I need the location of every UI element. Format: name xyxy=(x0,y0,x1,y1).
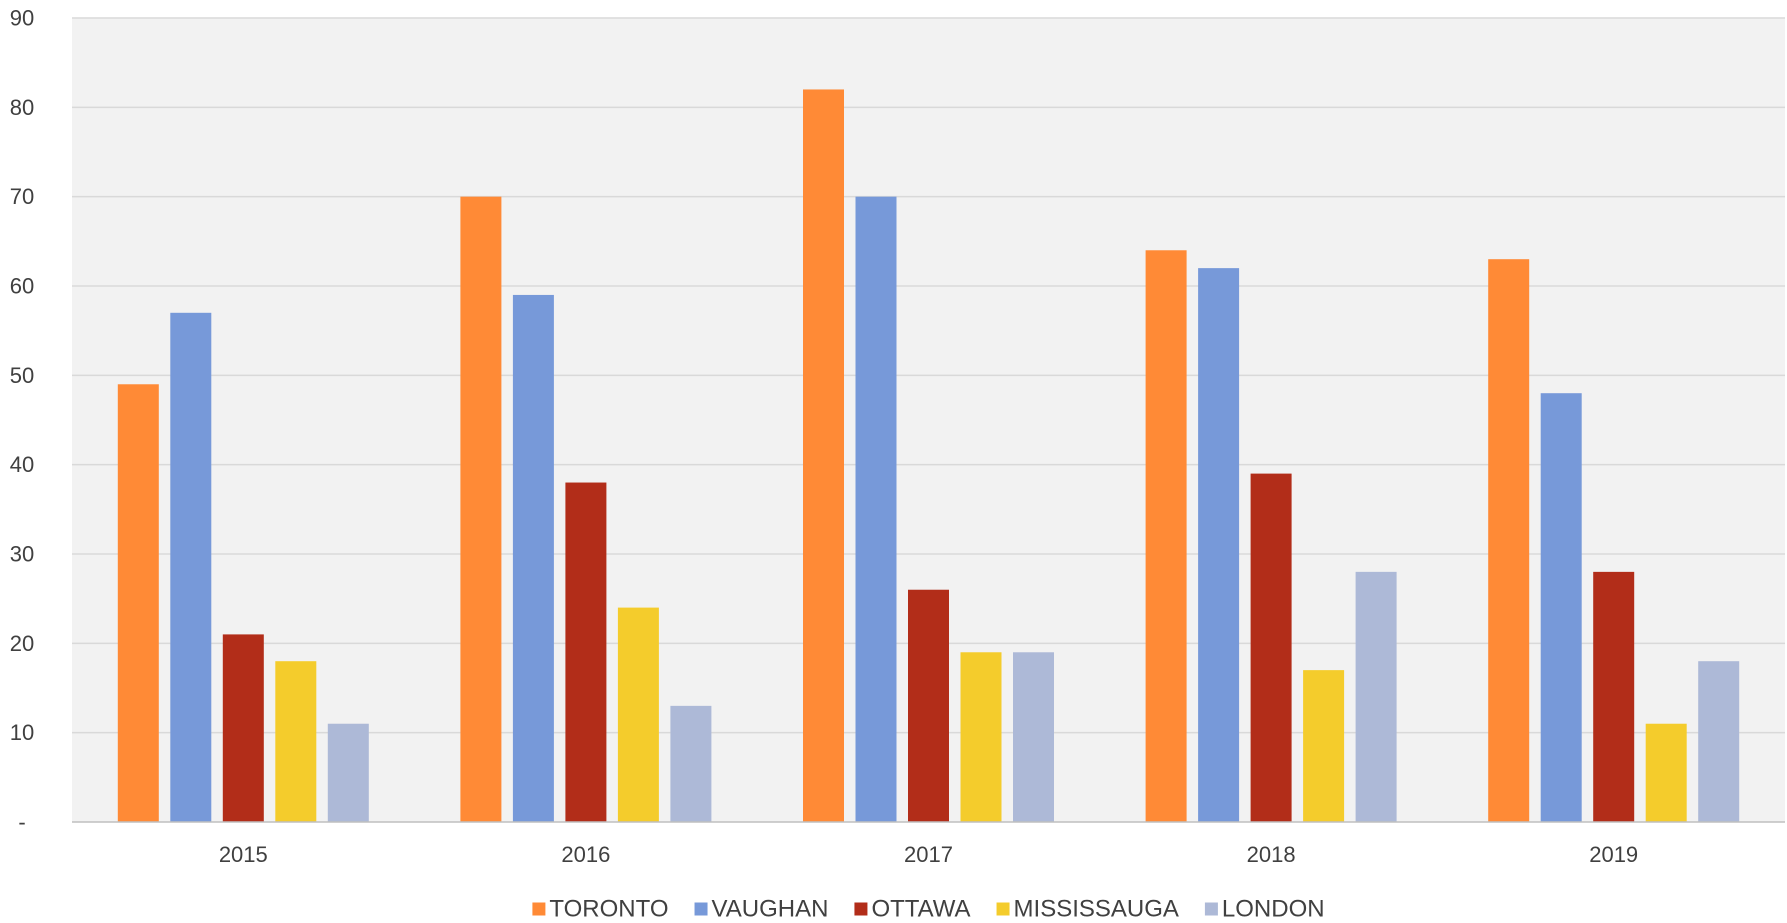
bar-ottawa-2016 xyxy=(565,482,607,822)
legend-swatch xyxy=(854,902,868,916)
legend-swatch xyxy=(532,902,546,916)
bar-mississauga-2016 xyxy=(617,607,659,822)
y-tick-label: 80 xyxy=(10,95,34,120)
bar-toronto-2019 xyxy=(1488,259,1530,822)
x-tick-label: 2018 xyxy=(1247,842,1296,867)
bar-mississauga-2015 xyxy=(275,661,317,822)
bar-ottawa-2017 xyxy=(908,589,949,822)
x-tick-label: 2017 xyxy=(904,842,953,867)
legend-swatch xyxy=(996,902,1010,916)
bar-toronto-2015 xyxy=(117,384,159,822)
bar-toronto-2018 xyxy=(1145,250,1187,822)
legend-swatch xyxy=(1204,902,1218,916)
y-tick-label: 40 xyxy=(10,452,34,477)
bar-vaughan-2015 xyxy=(170,312,212,822)
bar-vaughan-2017 xyxy=(855,196,897,822)
y-tick-label: - xyxy=(18,810,25,835)
bar-toronto-2017 xyxy=(803,89,844,822)
x-axis: 2015 2016 2017 2018 2019 xyxy=(219,842,1638,867)
bar-london-2018 xyxy=(1355,571,1397,822)
legend-label: MISSISSAUGA xyxy=(1014,896,1179,923)
x-tick-label: 2016 xyxy=(561,842,610,867)
y-tick-label: 70 xyxy=(10,184,34,209)
y-tick-label: 60 xyxy=(10,274,34,299)
bar-london-2017 xyxy=(1013,652,1054,822)
bar-ottawa-2018 xyxy=(1250,473,1292,822)
bar-mississauga-2019 xyxy=(1645,723,1687,822)
legend-item-london: LONDON xyxy=(1204,896,1325,923)
legend-label: LONDON xyxy=(1222,896,1325,923)
legend-item-ottawa: OTTAWA xyxy=(854,896,971,923)
y-tick-label: 10 xyxy=(10,720,34,745)
legend-label: OTTAWA xyxy=(871,896,970,923)
bar-vaughan-2019 xyxy=(1540,393,1582,822)
bar-london-2015 xyxy=(327,723,369,822)
x-tick-label: 2015 xyxy=(219,842,268,867)
y-tick-label: 20 xyxy=(10,631,34,656)
y-tick-label: 90 xyxy=(10,6,34,31)
bar-vaughan-2016 xyxy=(512,294,554,822)
bar-london-2019 xyxy=(1698,661,1740,822)
bar-ottawa-2015 xyxy=(222,634,264,822)
bar-mississauga-2017 xyxy=(960,652,1002,822)
legend-item-vaughan: VAUGHAN xyxy=(694,896,829,923)
x-tick-label: 2019 xyxy=(1589,842,1638,867)
legend-item-mississauga: MISSISSAUGA xyxy=(996,896,1179,923)
bar-london-2016 xyxy=(670,705,712,822)
y-tick-label: 50 xyxy=(10,363,34,388)
bars xyxy=(117,89,1740,823)
legend-item-toronto: TORONTO xyxy=(532,896,669,923)
bar-ottawa-2019 xyxy=(1593,571,1635,822)
legend-label: TORONTO xyxy=(549,896,668,923)
bar-mississauga-2018 xyxy=(1303,670,1345,822)
legend-label: VAUGHAN xyxy=(712,896,829,923)
bar-vaughan-2018 xyxy=(1198,268,1240,823)
y-tick-label: 30 xyxy=(10,542,34,567)
y-axis: - 10 20 30 40 50 60 70 80 90 xyxy=(10,6,34,835)
legend-swatch xyxy=(694,902,708,916)
legend: TORONTO VAUGHAN OTTAWA MISSISSAUGA LONDON xyxy=(532,896,1325,923)
bar-toronto-2016 xyxy=(460,196,502,822)
